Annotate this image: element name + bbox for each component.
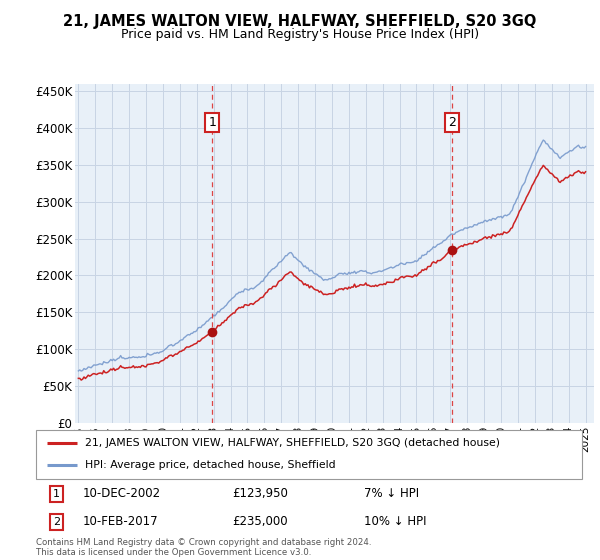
Text: 2: 2 [448,116,455,129]
Text: 21, JAMES WALTON VIEW, HALFWAY, SHEFFIELD, S20 3GQ (detached house): 21, JAMES WALTON VIEW, HALFWAY, SHEFFIEL… [85,438,500,448]
Text: 21, JAMES WALTON VIEW, HALFWAY, SHEFFIELD, S20 3GQ: 21, JAMES WALTON VIEW, HALFWAY, SHEFFIEL… [64,14,536,29]
Text: Contains HM Land Registry data © Crown copyright and database right 2024.
This d: Contains HM Land Registry data © Crown c… [36,538,371,557]
Text: 2: 2 [53,517,61,527]
Text: £123,950: £123,950 [233,487,289,501]
Text: 10-FEB-2017: 10-FEB-2017 [82,515,158,529]
Text: 7% ↓ HPI: 7% ↓ HPI [364,487,419,501]
Text: £235,000: £235,000 [233,515,288,529]
FancyBboxPatch shape [36,430,582,479]
Text: HPI: Average price, detached house, Sheffield: HPI: Average price, detached house, Shef… [85,460,336,470]
Text: 10% ↓ HPI: 10% ↓ HPI [364,515,426,529]
Text: 10-DEC-2002: 10-DEC-2002 [82,487,161,501]
Text: Price paid vs. HM Land Registry's House Price Index (HPI): Price paid vs. HM Land Registry's House … [121,28,479,41]
Text: 1: 1 [208,116,216,129]
Text: 1: 1 [53,489,60,499]
